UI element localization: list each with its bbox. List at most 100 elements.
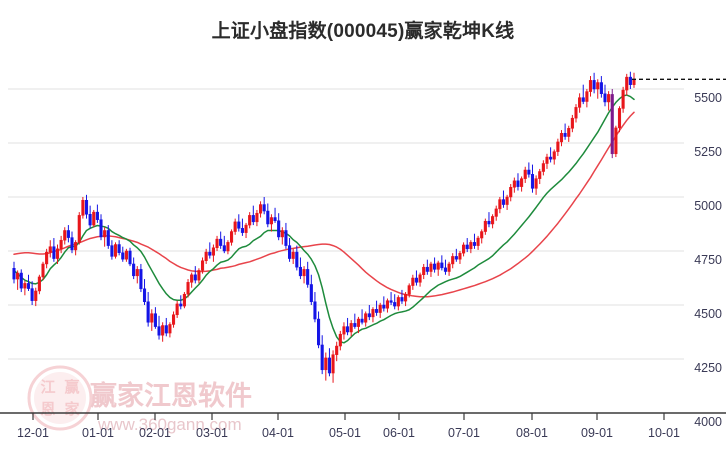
candle-body bbox=[592, 80, 596, 90]
candle-body bbox=[66, 230, 70, 238]
candlestick bbox=[171, 311, 176, 328]
candle-body bbox=[501, 199, 506, 205]
candle-body bbox=[74, 242, 78, 251]
candlestick bbox=[45, 248, 49, 269]
candlestick bbox=[505, 194, 509, 210]
candlestick bbox=[280, 227, 284, 245]
candle-body bbox=[222, 245, 226, 252]
candle-body bbox=[454, 256, 458, 260]
y-axis-tick-label: 4000 bbox=[694, 415, 722, 429]
candle-body bbox=[175, 303, 179, 315]
candlestick bbox=[132, 257, 136, 280]
candlestick bbox=[34, 287, 38, 307]
candle-body bbox=[614, 127, 618, 155]
watermark: 江赢恩家赢家江恩软件 www.360gann.com bbox=[27, 365, 252, 434]
candlestick bbox=[458, 251, 462, 264]
candlestick bbox=[469, 240, 473, 254]
candle-body bbox=[480, 231, 484, 239]
candle-body bbox=[190, 274, 194, 283]
candle-body bbox=[621, 89, 625, 109]
candlestick bbox=[222, 235, 226, 254]
candle-body bbox=[414, 277, 419, 283]
candle-body bbox=[581, 97, 585, 102]
candlestick bbox=[233, 218, 237, 235]
candle-body bbox=[552, 151, 556, 160]
candle-body bbox=[429, 263, 433, 272]
candle-body bbox=[45, 251, 49, 265]
candlestick bbox=[193, 266, 197, 284]
candlestick bbox=[200, 257, 205, 274]
candlestick bbox=[472, 233, 477, 249]
candle-body bbox=[77, 215, 81, 243]
candle-body bbox=[146, 301, 150, 323]
candle-body bbox=[164, 325, 168, 334]
candlestick bbox=[306, 261, 310, 288]
y-axis-ticks: 5500 5250 5000 4750 4500 4250 4000 bbox=[694, 91, 722, 429]
candlestick bbox=[179, 295, 183, 310]
candle-body bbox=[356, 318, 360, 327]
x-axis-tick-label: 02-01 bbox=[139, 426, 171, 440]
candlestick bbox=[139, 263, 143, 293]
candle-body bbox=[549, 156, 553, 160]
candlestick bbox=[462, 242, 466, 257]
candlestick bbox=[84, 194, 89, 219]
candlestick bbox=[440, 255, 444, 271]
candlestick bbox=[530, 164, 535, 193]
candle-body bbox=[610, 94, 614, 155]
candlestick bbox=[204, 248, 208, 264]
candle-body bbox=[81, 199, 85, 216]
candle-body bbox=[113, 244, 118, 257]
candlestick bbox=[447, 261, 451, 276]
candle-body bbox=[541, 163, 545, 172]
candlestick bbox=[229, 229, 234, 246]
gridlines bbox=[8, 88, 684, 360]
candlestick bbox=[19, 269, 23, 293]
seal-char: 家 bbox=[64, 400, 79, 418]
candlestick bbox=[592, 72, 596, 94]
candlestick bbox=[353, 313, 357, 329]
candle-body bbox=[291, 251, 295, 259]
candle-body bbox=[393, 302, 397, 307]
candle-body bbox=[494, 208, 498, 217]
candlestick bbox=[26, 274, 31, 291]
candle-body bbox=[418, 274, 422, 283]
candlestick bbox=[277, 213, 281, 241]
candle-body bbox=[632, 79, 636, 85]
candlestick bbox=[393, 294, 397, 310]
candlestick bbox=[99, 214, 103, 241]
candlestick bbox=[494, 205, 498, 221]
candlestick bbox=[411, 274, 415, 290]
x-axis-tick-label: 06-01 bbox=[383, 426, 415, 440]
seal-char: 江 bbox=[40, 378, 55, 396]
candle-series bbox=[12, 71, 636, 383]
candlestick bbox=[516, 173, 520, 191]
candlestick bbox=[327, 348, 331, 377]
candle-body bbox=[556, 141, 560, 152]
candlestick bbox=[81, 197, 85, 219]
candlestick bbox=[512, 177, 516, 193]
candle-body bbox=[37, 276, 41, 292]
candlestick bbox=[258, 201, 263, 218]
candle-body bbox=[545, 156, 549, 164]
x-axis-tick-label: 04-01 bbox=[262, 426, 294, 440]
y-axis-tick-label: 5250 bbox=[694, 145, 722, 159]
candle-body bbox=[302, 269, 306, 277]
candlestick bbox=[74, 240, 78, 256]
candle-body bbox=[110, 245, 114, 257]
candle-body bbox=[353, 323, 357, 327]
candle-body bbox=[168, 324, 172, 334]
x-axis-tick-label: 10-01 bbox=[648, 426, 680, 440]
candlestick bbox=[367, 305, 371, 321]
x-axis-tick-label: 05-01 bbox=[329, 426, 361, 440]
candle-body bbox=[512, 180, 516, 188]
candle-body bbox=[99, 219, 103, 238]
candlestick bbox=[418, 272, 422, 287]
candle-body bbox=[59, 239, 63, 250]
candle-body bbox=[26, 283, 31, 289]
candle-body bbox=[324, 357, 328, 371]
candlestick bbox=[491, 214, 495, 229]
candle-body bbox=[23, 283, 27, 289]
y-axis-tick-label: 5500 bbox=[694, 91, 722, 105]
candlestick bbox=[157, 315, 161, 340]
